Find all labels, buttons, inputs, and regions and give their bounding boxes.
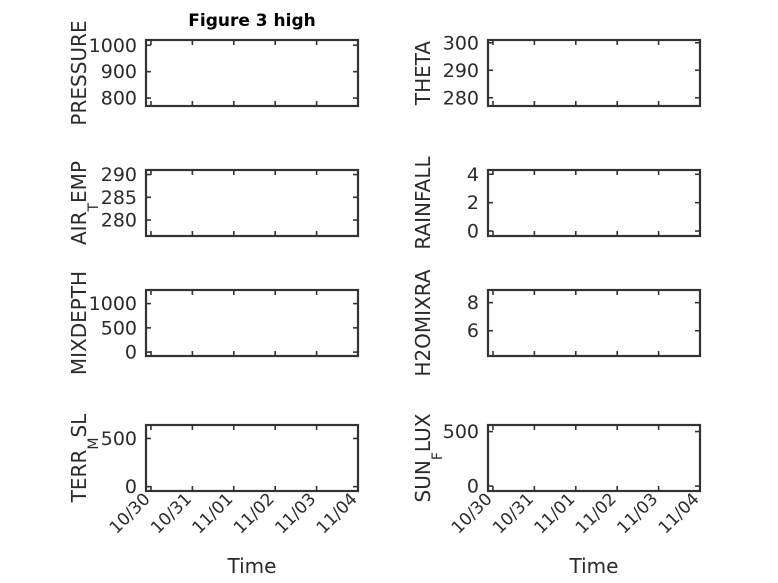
y-tick-label: 2 <box>467 192 479 214</box>
y-tick-label: 900 <box>101 61 137 83</box>
y-ticks-bottom-right: 0 500 <box>443 421 700 498</box>
y-ticks-bottom-left: 0 500 <box>101 428 358 498</box>
ylabel-top-left: PRESSURE <box>67 20 91 125</box>
x-ticks-mid2-left <box>150 290 359 356</box>
y-tick-label: 0 <box>125 476 137 498</box>
ylabel-bottom-left: TERRMSL <box>67 413 102 503</box>
y-tick-label: 280 <box>101 210 137 232</box>
ylabel-mid2-left: MIXDEPTH <box>67 271 91 375</box>
ylabel-text: H2OMIXRA <box>411 269 435 376</box>
ylabel-mid1-left: AIRTEMP <box>67 161 102 245</box>
y-tick-label: 500 <box>443 421 479 443</box>
ylabel-mid1-right: RAINFALL <box>411 156 435 250</box>
x-ticks-top-left <box>150 40 359 106</box>
y-tick-label: 285 <box>101 187 137 209</box>
y-tick-label: 0 <box>467 476 479 498</box>
x-ticks-mid1-left <box>150 170 359 236</box>
y-tick-label: 290 <box>101 164 137 186</box>
ylabel-bottom-right: SUNFLUX <box>411 413 446 502</box>
ylabel-text: THETA <box>411 41 435 107</box>
ylabel-text: PRESSURE <box>67 20 91 125</box>
x-tick-label: 11/03 <box>271 489 320 538</box>
y-ticks-top-left: 800 900 1000 <box>89 35 358 110</box>
axes-mid2-right: 68 <box>467 288 702 358</box>
x-ticks-bottom-right <box>492 425 701 491</box>
y-tick-label: 0 <box>125 342 137 364</box>
y-tick-label: 280 <box>443 87 479 109</box>
axes-border <box>486 423 702 493</box>
axes-bottom-left: 0 500 <box>101 423 360 498</box>
axes-mid1-right: 0 2 4 <box>467 164 702 243</box>
axes-border <box>144 288 360 358</box>
ylabel-top-right: THETA <box>411 41 435 107</box>
x-tick-label: 11/01 <box>189 489 238 538</box>
ylabel-text: TERRMSL <box>67 413 102 503</box>
axes-border <box>486 168 702 238</box>
axes-top-right: 280 290 300 <box>443 32 702 109</box>
y-tick-label: 8 <box>467 292 479 314</box>
y-tick-label: 500 <box>101 317 137 339</box>
axes-border <box>486 288 702 358</box>
y-tick-label: 6 <box>467 320 479 342</box>
y-tick-label: 4 <box>467 164 479 186</box>
y-tick-label: 290 <box>443 60 479 82</box>
axes-bottom-right: 0 500 <box>443 421 702 498</box>
x-tick-label: 10/31 <box>489 489 538 538</box>
ylabel-text: RAINFALL <box>411 156 435 250</box>
x-ticks-top-right <box>492 40 701 106</box>
y-tick-label: 1000 <box>89 35 137 57</box>
y-tick-label: 500 <box>101 428 137 450</box>
x-tick-label: 11/03 <box>613 489 662 538</box>
x-tick-label: 11/04 <box>313 489 362 538</box>
y-ticks-mid1-right: 0 2 4 <box>467 164 700 243</box>
axes-border <box>486 38 702 108</box>
x-tick-label: 11/01 <box>531 489 580 538</box>
axes-border <box>144 423 360 493</box>
figure-title: Figure 3 high <box>188 11 316 31</box>
xlabel-right: Time <box>569 554 619 578</box>
x-tick-label: 11/04 <box>655 489 704 538</box>
x-tick-label: 11/02 <box>572 489 621 538</box>
ylabel-text: MIXDEPTH <box>67 271 91 375</box>
y-tick-label: 300 <box>443 32 479 54</box>
y-tick-label: 0 <box>467 221 479 243</box>
xlabel-left: Time <box>227 554 277 578</box>
y-tick-label: 1000 <box>89 293 137 315</box>
y-ticks-top-right: 280 290 300 <box>443 32 700 109</box>
axes-border <box>144 168 360 238</box>
x-ticks-mid1-right <box>492 170 701 236</box>
x-tick-label: 11/02 <box>230 489 279 538</box>
ylabel-mid2-right: H2OMIXRA <box>411 269 435 376</box>
axes-top-left: 800 900 1000 <box>89 35 360 110</box>
x-tick-label: 10/31 <box>147 489 196 538</box>
x-ticks-bottom-left <box>150 425 359 491</box>
y-tick-label: 800 <box>101 88 137 110</box>
axes-border <box>144 38 360 108</box>
x-ticks-mid2-right <box>492 290 701 356</box>
ylabel-text: AIRTEMP <box>67 161 102 245</box>
y-ticks-mid2-right: 68 <box>467 292 700 342</box>
ylabel-text: SUNFLUX <box>411 413 446 502</box>
